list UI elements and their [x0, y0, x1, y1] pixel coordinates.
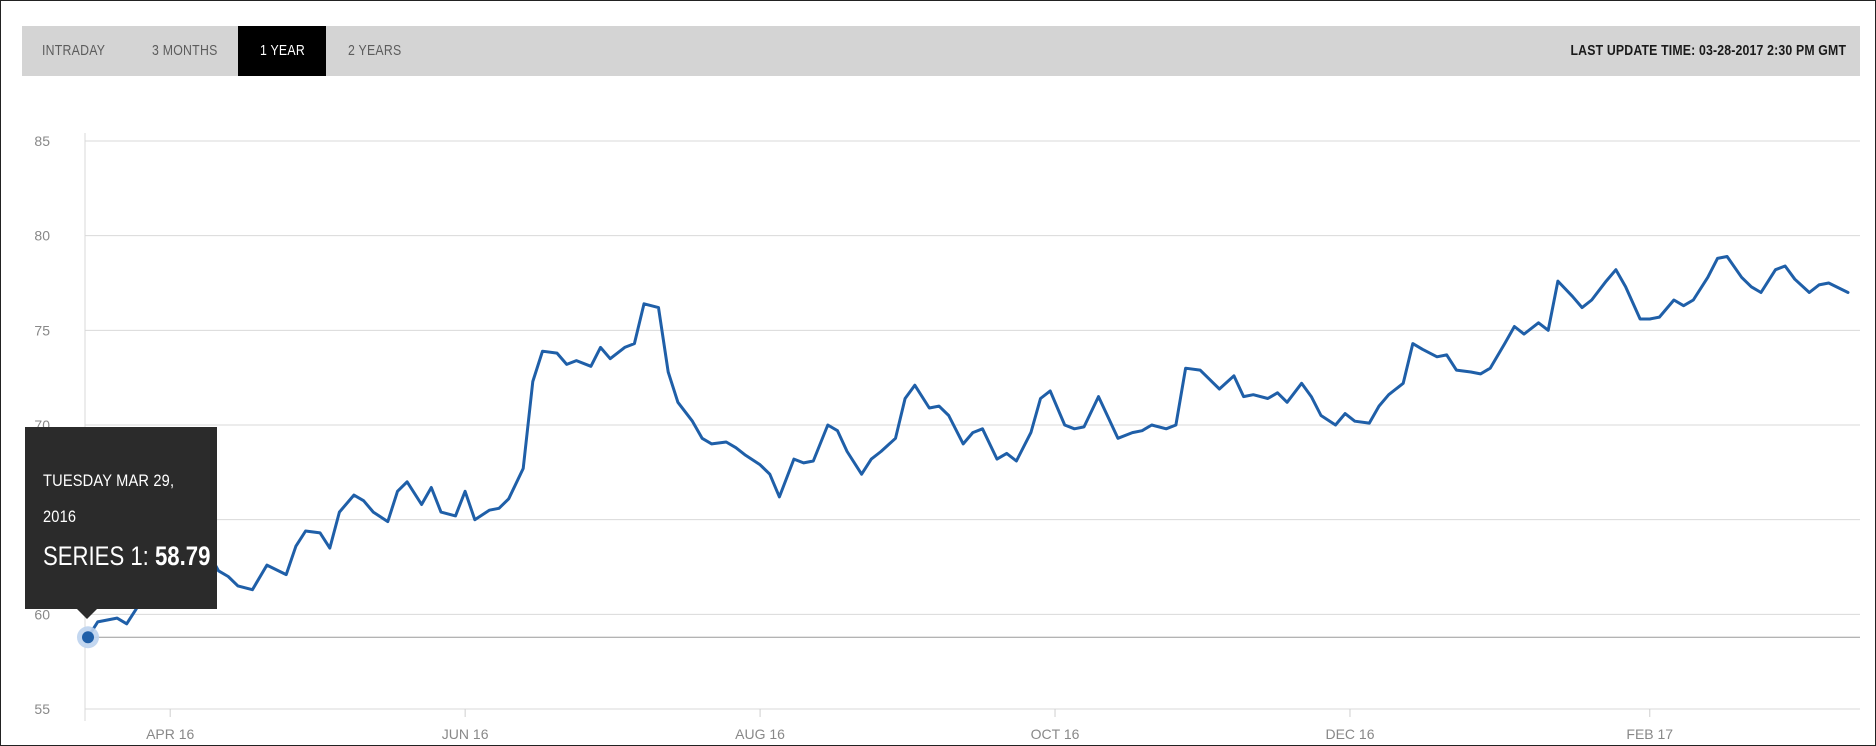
data-tooltip: TUESDAY MAR 29, 2016 SERIES 1: 58.79 [25, 427, 217, 619]
x-tick-label: FEB 17 [1626, 726, 1673, 742]
series-line [86, 255, 1850, 639]
y-tick-label: 55 [34, 701, 50, 717]
x-axis-ticks: APR 16 JUN 16 AUG 16 OCT 16 DEC 16 FEB 17 [146, 709, 1673, 742]
tab-2-years[interactable]: 2 YEARS [348, 42, 402, 59]
tab-3-months[interactable]: 3 MONTHS [152, 42, 218, 59]
tooltip-date-line1: TUESDAY MAR 29, [43, 471, 175, 490]
tab-intraday[interactable]: INTRADAY [42, 42, 106, 59]
data-point-marker [82, 631, 94, 644]
tooltip-date-line2: 2016 [43, 507, 77, 526]
range-toolbar: INTRADAY 3 MONTHS 1 YEAR 2 YEARS LAST UP… [22, 26, 1860, 76]
tooltip-series: SERIES 1: 58.79 [43, 537, 210, 575]
marker-layer [77, 626, 1860, 649]
y-tick-label: 80 [34, 228, 50, 244]
x-tick-label: OCT 16 [1031, 726, 1080, 742]
last-update-time: LAST UPDATE TIME: 03-28-2017 2:30 PM GMT [1570, 42, 1846, 59]
tab-1-year[interactable]: 1 YEAR [238, 26, 326, 76]
y-tick-label: 75 [34, 322, 50, 338]
tooltip-series-label: SERIES 1: [43, 541, 149, 571]
series-layer [86, 255, 1850, 639]
tooltip-date: TUESDAY MAR 29, 2016 [43, 463, 215, 535]
tab-1-year-label: 1 YEAR [259, 42, 305, 59]
y-tick-label: 85 [34, 133, 50, 149]
y-tick-label: 60 [34, 606, 50, 622]
x-tick-label: JUN 16 [442, 726, 489, 742]
grid-lines [84, 133, 1860, 721]
x-tick-label: APR 16 [146, 726, 194, 742]
tooltip-series-value: 58.79 [154, 541, 211, 571]
x-tick-label: AUG 16 [735, 726, 785, 742]
x-tick-label: DEC 16 [1325, 726, 1374, 742]
